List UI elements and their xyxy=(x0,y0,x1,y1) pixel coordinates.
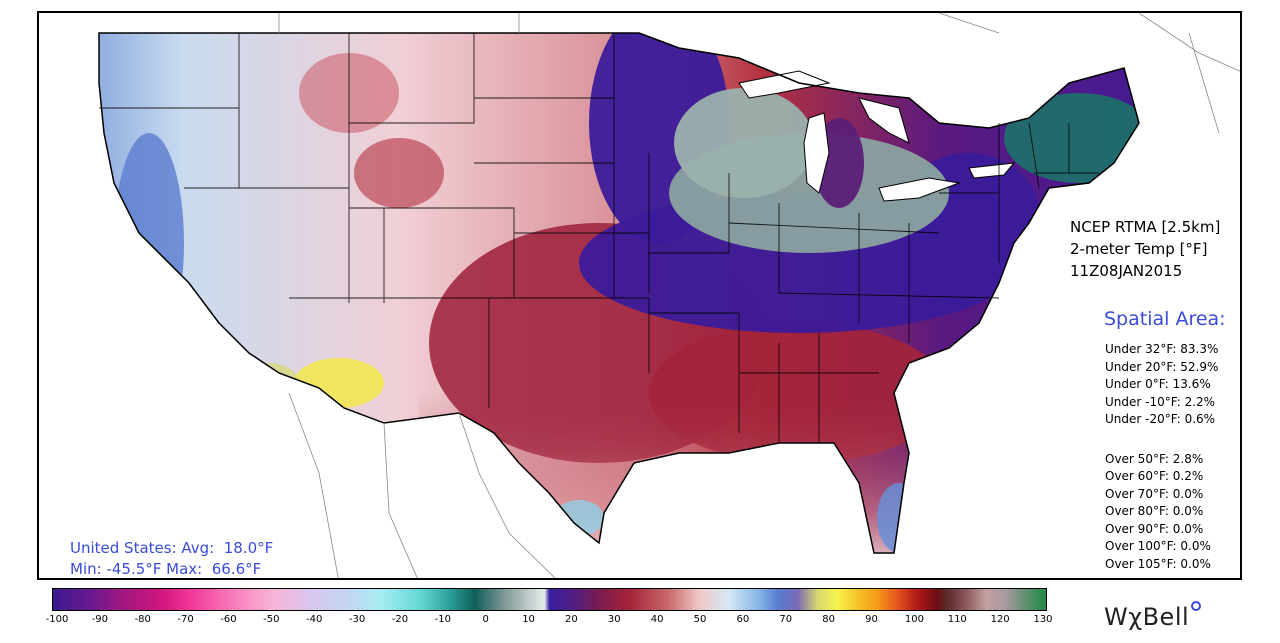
spatial-area-title: Spatial Area: xyxy=(1104,308,1226,330)
colorbar-tick-label: -60 xyxy=(220,614,237,625)
colorbar-tick-label: -50 xyxy=(263,614,280,625)
colorbar-tick-label: 120 xyxy=(990,614,1010,625)
stat-over-105: Over 105°F: 0.0% xyxy=(1105,556,1211,571)
summary-min-max: Min: -45.5°F Max: 66.6°F xyxy=(70,560,262,578)
stat-over-90: Over 90°F: 0.0% xyxy=(1105,521,1204,536)
colorbar-tick-label: 100 xyxy=(904,614,924,625)
stat-under-minus-20: Under -20°F: 0.6% xyxy=(1105,412,1216,426)
temperature-map xyxy=(37,11,1242,580)
colorbar-tick-label: -80 xyxy=(134,614,151,625)
product-variable: 2-meter Temp [°F] xyxy=(1070,240,1208,258)
colorbar-tick-label: -100 xyxy=(45,614,69,625)
temperature-colorbar xyxy=(52,588,1047,611)
colorbar-tick-label: -70 xyxy=(177,614,194,625)
colorbar-tick-label: 110 xyxy=(947,614,967,625)
colorbar-tick-label: 80 xyxy=(822,614,836,625)
colorbar-tick-label: 30 xyxy=(607,614,621,625)
summary-average: United States: Avg: 18.0°F xyxy=(70,539,274,557)
stat-under-0: Under 0°F: 13.6% xyxy=(1105,377,1211,391)
colorbar-tick-label: -40 xyxy=(306,614,323,625)
colorbar-tick-label: 40 xyxy=(650,614,664,625)
stat-over-100: Over 100°F: 0.0% xyxy=(1105,539,1211,553)
brand-dot-icon xyxy=(1191,601,1202,611)
stat-over-60: Over 60°F: 0.2% xyxy=(1105,469,1204,483)
brand-logo: WχBell xyxy=(1104,601,1202,631)
spatial-stats: Under 32°F: 83.3% Under 20°F: 52.9% Unde… xyxy=(1105,341,1218,573)
map-graphic xyxy=(98,13,1240,578)
stat-under-20: Under 20°F: 52.9% xyxy=(1105,359,1219,374)
stat-under-minus-10: Under -10°F: 2.2% xyxy=(1105,394,1216,409)
colorbar-tick-label: -90 xyxy=(91,614,109,625)
colorbar-tick-label: 50 xyxy=(693,614,707,625)
colorbar-tick-label: 130 xyxy=(1033,614,1053,625)
colorbar-tick-label: 10 xyxy=(522,614,535,625)
product-info: NCEP RTMA [2.5km] 2-meter Temp [°F] 11Z0… xyxy=(1070,216,1220,282)
colorbar-tick-label: 20 xyxy=(565,614,578,625)
stat-over-80: Over 80°F: 0.0% xyxy=(1105,504,1204,518)
colorbar-tick-label: -20 xyxy=(391,614,409,625)
product-valid-time: 11Z08JAN2015 xyxy=(1070,262,1183,280)
summary-stats: United States: Avg: 18.0°F Min: -45.5°F … xyxy=(70,538,273,580)
colorbar-tick-label: 70 xyxy=(779,614,793,625)
colorbar-tick-label: -10 xyxy=(434,614,451,625)
stat-over-70: Over 70°F: 0.0% xyxy=(1105,486,1204,501)
colorbar-tick-label: 90 xyxy=(865,614,878,625)
stat-over-50: Over 50°F: 2.8% xyxy=(1105,451,1204,466)
colorbar-tick-label: -30 xyxy=(348,614,366,625)
brand-logo-text: WχBell xyxy=(1104,603,1190,631)
colorbar-tick-label: 0 xyxy=(482,614,489,625)
stat-under-32: Under 32°F: 83.3% xyxy=(1105,342,1219,356)
product-model: NCEP RTMA [2.5km] xyxy=(1070,218,1221,236)
colorbar-tick-label: 60 xyxy=(736,614,750,625)
